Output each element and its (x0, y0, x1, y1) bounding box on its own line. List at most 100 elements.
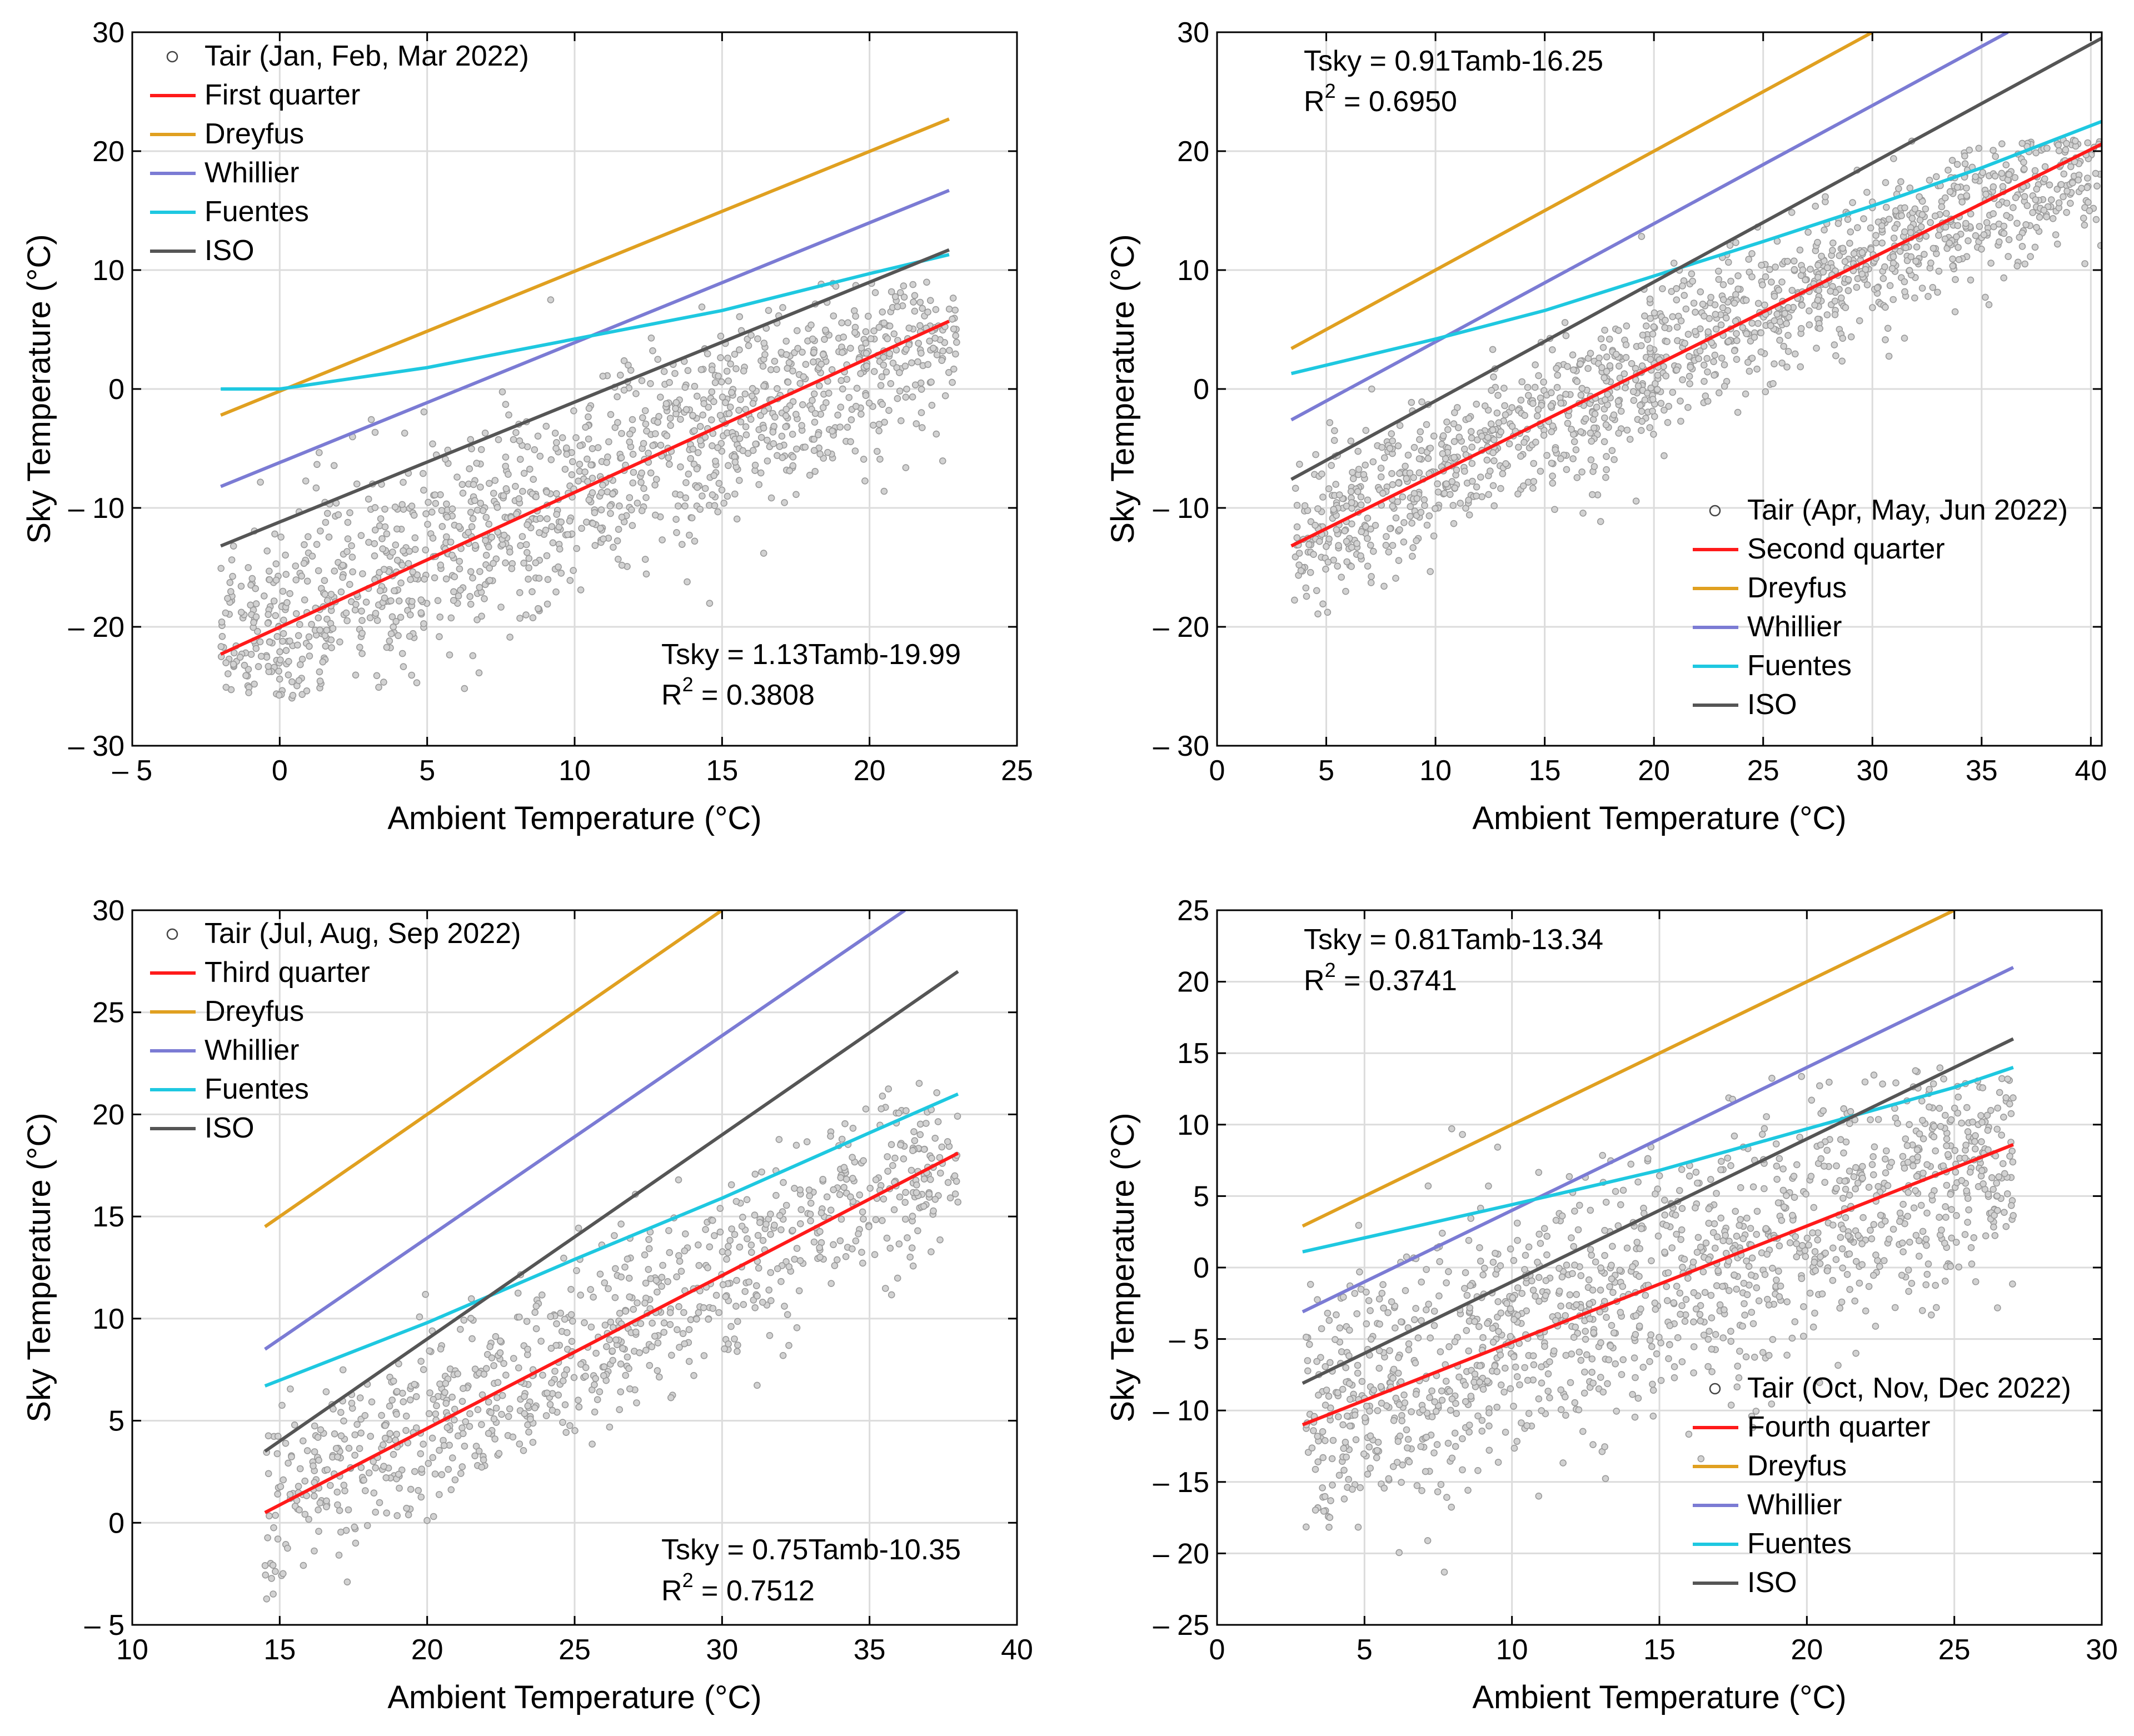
scatter-point (2078, 184, 2085, 192)
scatter-point (1623, 322, 1631, 330)
scatter-point (2081, 221, 2088, 229)
scatter-point (1378, 1290, 1386, 1297)
scatter-point (840, 1164, 848, 1171)
scatter-point (1392, 514, 1400, 522)
scatter-point (405, 1511, 412, 1519)
scatter-point (1682, 1296, 1690, 1303)
y-tick-label: 25 (92, 997, 124, 1029)
scatter-point (777, 1278, 785, 1285)
scatter-point (516, 1440, 523, 1448)
scatter-point (395, 597, 403, 605)
scatter-point (1962, 220, 1970, 227)
scatter-point (601, 1321, 609, 1329)
scatter-point (1834, 1361, 1842, 1369)
scatter-point (1562, 391, 1569, 398)
scatter-point (836, 1237, 844, 1245)
scatter-point (289, 692, 297, 699)
scatter-point (467, 508, 475, 516)
scatter-point (928, 378, 935, 386)
scatter-point (1577, 391, 1585, 399)
scatter-point (1711, 351, 1719, 359)
scatter-point (871, 289, 879, 296)
scatter-point (228, 556, 236, 563)
scatter-point (1582, 415, 1589, 422)
scatter-point (340, 1481, 348, 1489)
scatter-point (895, 1240, 903, 1248)
scatter-point (1485, 1183, 1492, 1190)
scatter-point (1379, 490, 1387, 497)
scatter-point (1938, 1226, 1945, 1234)
scatter-point (1788, 208, 1796, 216)
scatter-point (283, 599, 291, 606)
scatter-point (1343, 537, 1350, 545)
scatter-point (1312, 1506, 1319, 1514)
scatter-point (1365, 1297, 1373, 1304)
scatter-point (1474, 1412, 1482, 1420)
scatter-point (1641, 396, 1649, 404)
scatter-point (1923, 1241, 1930, 1249)
scatter-point (1657, 1376, 1665, 1384)
scatter-point (1833, 1185, 1840, 1192)
scatter-point (1357, 493, 1365, 501)
scatter-point (694, 483, 701, 491)
scatter-point (1916, 1253, 1923, 1260)
scatter-point (928, 1155, 935, 1162)
scatter-point (810, 436, 817, 443)
scatter-point (1443, 480, 1450, 488)
scatter-point (295, 677, 303, 685)
scatter-point (1465, 1421, 1473, 1429)
scatter-point (1461, 467, 1468, 475)
scatter-point (685, 1358, 693, 1365)
scatter-point (365, 538, 372, 546)
scatter-point (479, 507, 487, 515)
scatter-point (1821, 1163, 1828, 1170)
scatter-point (640, 485, 647, 492)
scatter-point (1362, 523, 1369, 530)
scatter-point (751, 1211, 759, 1219)
scatter-point (1297, 567, 1305, 575)
scatter-point (1676, 1187, 1683, 1194)
scatter-point (1681, 340, 1688, 347)
scatter-point (2002, 161, 2010, 169)
scatter-point (1661, 406, 1668, 414)
scatter-point (691, 382, 699, 390)
scatter-point (589, 520, 597, 527)
scatter-point (865, 399, 873, 407)
scatter-point (779, 1352, 787, 1359)
scatter-point (1734, 1363, 1741, 1370)
scatter-point (356, 643, 363, 651)
scatter-point (480, 1370, 488, 1378)
scatter-point (1521, 1364, 1528, 1371)
x-tick-label: 35 (1966, 755, 1998, 787)
scatter-point (598, 488, 605, 496)
scatter-point (1566, 1291, 1574, 1299)
scatter-point (681, 502, 689, 510)
scatter-point (691, 537, 699, 545)
scatter-point (715, 480, 723, 487)
scatter-point (1626, 436, 1634, 443)
scatter-point (1448, 1395, 1456, 1403)
scatter-point (909, 1147, 916, 1154)
scatter-point (1577, 360, 1584, 368)
scatter-point (1742, 390, 1749, 398)
scatter-point (1993, 1179, 2000, 1187)
scatter-point (1413, 495, 1421, 502)
scatter-point (260, 592, 268, 600)
scatter-point (532, 559, 540, 567)
scatter-point (1784, 257, 1791, 265)
scatter-point (572, 434, 580, 442)
scatter-point (1976, 223, 1983, 230)
scatter-point (397, 613, 405, 621)
scatter-point (437, 561, 445, 569)
scatter-point (1464, 1486, 1472, 1494)
scatter-point (352, 601, 360, 608)
scatter-point (245, 564, 252, 571)
scatter-point (1901, 288, 1908, 296)
scatter-point (675, 1252, 682, 1259)
scatter-point (312, 484, 320, 492)
scatter-point (1589, 1286, 1597, 1294)
scatter-point (471, 1452, 478, 1460)
scatter-point (348, 553, 356, 561)
scatter-point (387, 597, 395, 605)
scatter-point (626, 494, 634, 501)
